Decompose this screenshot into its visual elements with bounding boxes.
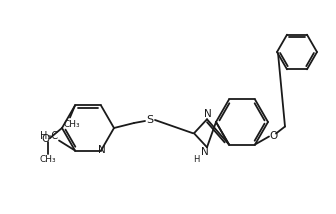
Text: N: N [204, 109, 212, 119]
Text: O: O [41, 134, 49, 144]
Text: CH₃: CH₃ [40, 155, 56, 163]
Text: H₃C: H₃C [40, 131, 58, 141]
Text: N: N [98, 144, 106, 155]
Text: CH₃: CH₃ [64, 120, 80, 129]
Text: H: H [193, 155, 199, 164]
Text: S: S [146, 115, 154, 125]
Text: O: O [270, 131, 278, 141]
Text: N: N [201, 147, 209, 157]
